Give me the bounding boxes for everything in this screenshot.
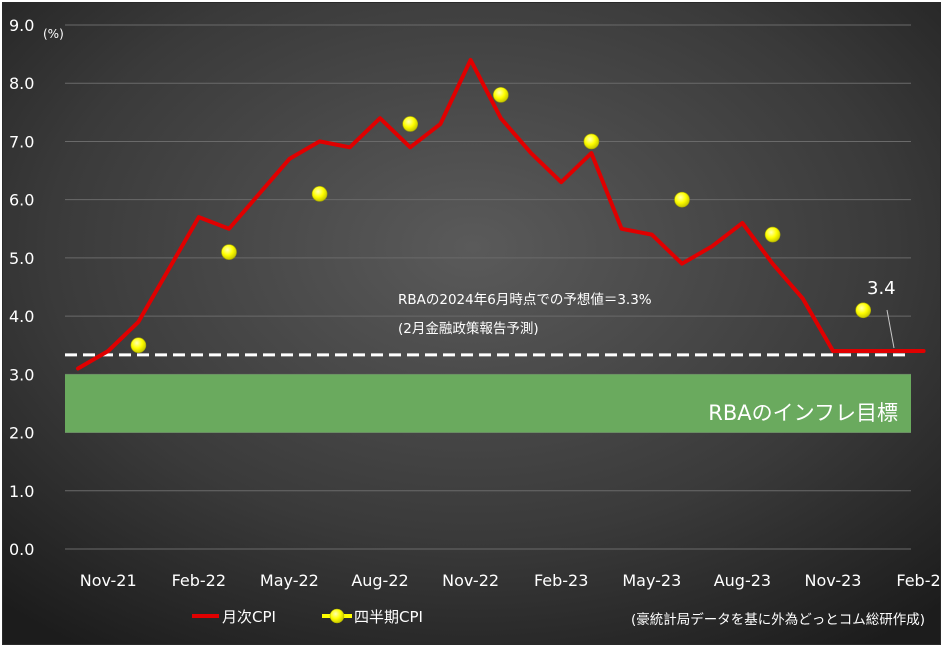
legend-item-monthly: 月次CPI [192,608,276,626]
y-tick-label: 7.0 [9,132,34,151]
y-tick-label: 5.0 [9,249,34,268]
y-tick-label: 3.0 [9,365,34,384]
x-tick-label: Nov-22 [442,571,499,590]
y-tick-label: 8.0 [9,74,34,93]
quarterly-cpi-point [764,226,781,243]
x-tick-label: Aug-23 [714,571,771,590]
quarterly-cpi-point [855,302,872,319]
x-tick-label: Nov-21 [80,571,137,590]
source-note: (豪統計局データを基に外為どっとコム総研作成) [631,611,925,628]
legend-label-monthly: 月次CPI [222,608,276,626]
last-value-label: 3.4 [867,278,896,299]
target-band-label: RBAのインフレ目標 [708,401,898,425]
x-tick-label: Feb-24 [896,571,941,590]
x-tick-label: Nov-23 [805,571,862,590]
quarterly-cpi-series [130,87,872,354]
last-value-leader-line [886,309,895,349]
y-tick-label: 1.0 [9,482,34,501]
cpi-chart: 0.0 1.0 2.0 3.0 4.0 5.0 6.0 7.0 8.0 9.0 Nov-21 Feb… [3,3,941,644]
quarterly-cpi-point [311,186,328,202]
legend: 月次CPI 四半期CPI [192,608,423,626]
quarterly-cpi-point [674,191,690,208]
x-tick-label: Aug-22 [351,571,408,590]
x-axis-ticks: Nov-21 Feb-22 May-22 Aug-22 Nov-22 Feb-23 May-… [80,571,941,590]
monthly-cpi-line [76,57,926,371]
forecast-annotation-line2: (2月金融政策報告予測) [398,320,539,337]
legend-swatch-quarterly-dot [329,608,345,624]
target-band [65,374,911,433]
y-tick-label: 2.0 [9,424,34,443]
y-tick-label: 9.0 [9,16,34,35]
forecast-annotation-line1: RBAの2024年6月時点での予想値＝3.3% [398,292,652,308]
quarterly-cpi-point [492,87,509,103]
y-tick-label: 4.0 [9,307,34,326]
quarterly-cpi-point [221,244,237,260]
quarterly-cpi-point [402,116,419,132]
x-tick-label: Feb-23 [534,571,588,590]
x-tick-label: May-23 [622,571,681,590]
y-axis-ticks: 0.0 1.0 2.0 3.0 4.0 5.0 6.0 7.0 8.0 9.0 [9,16,34,559]
x-tick-label: May-22 [260,571,319,590]
quarterly-cpi-point [583,133,600,150]
y-tick-label: 0.0 [9,540,34,559]
y-unit-label: (%) [43,27,64,41]
target-band-group [65,374,911,433]
quarterly-cpi-point [130,337,147,354]
legend-item-quarterly: 四半期CPI [322,608,423,626]
monthly-cpi-series [76,57,926,371]
legend-label-quarterly: 四半期CPI [354,608,423,626]
chart-background [3,3,940,644]
y-tick-label: 6.0 [9,191,34,210]
x-tick-label: Feb-22 [172,571,226,590]
